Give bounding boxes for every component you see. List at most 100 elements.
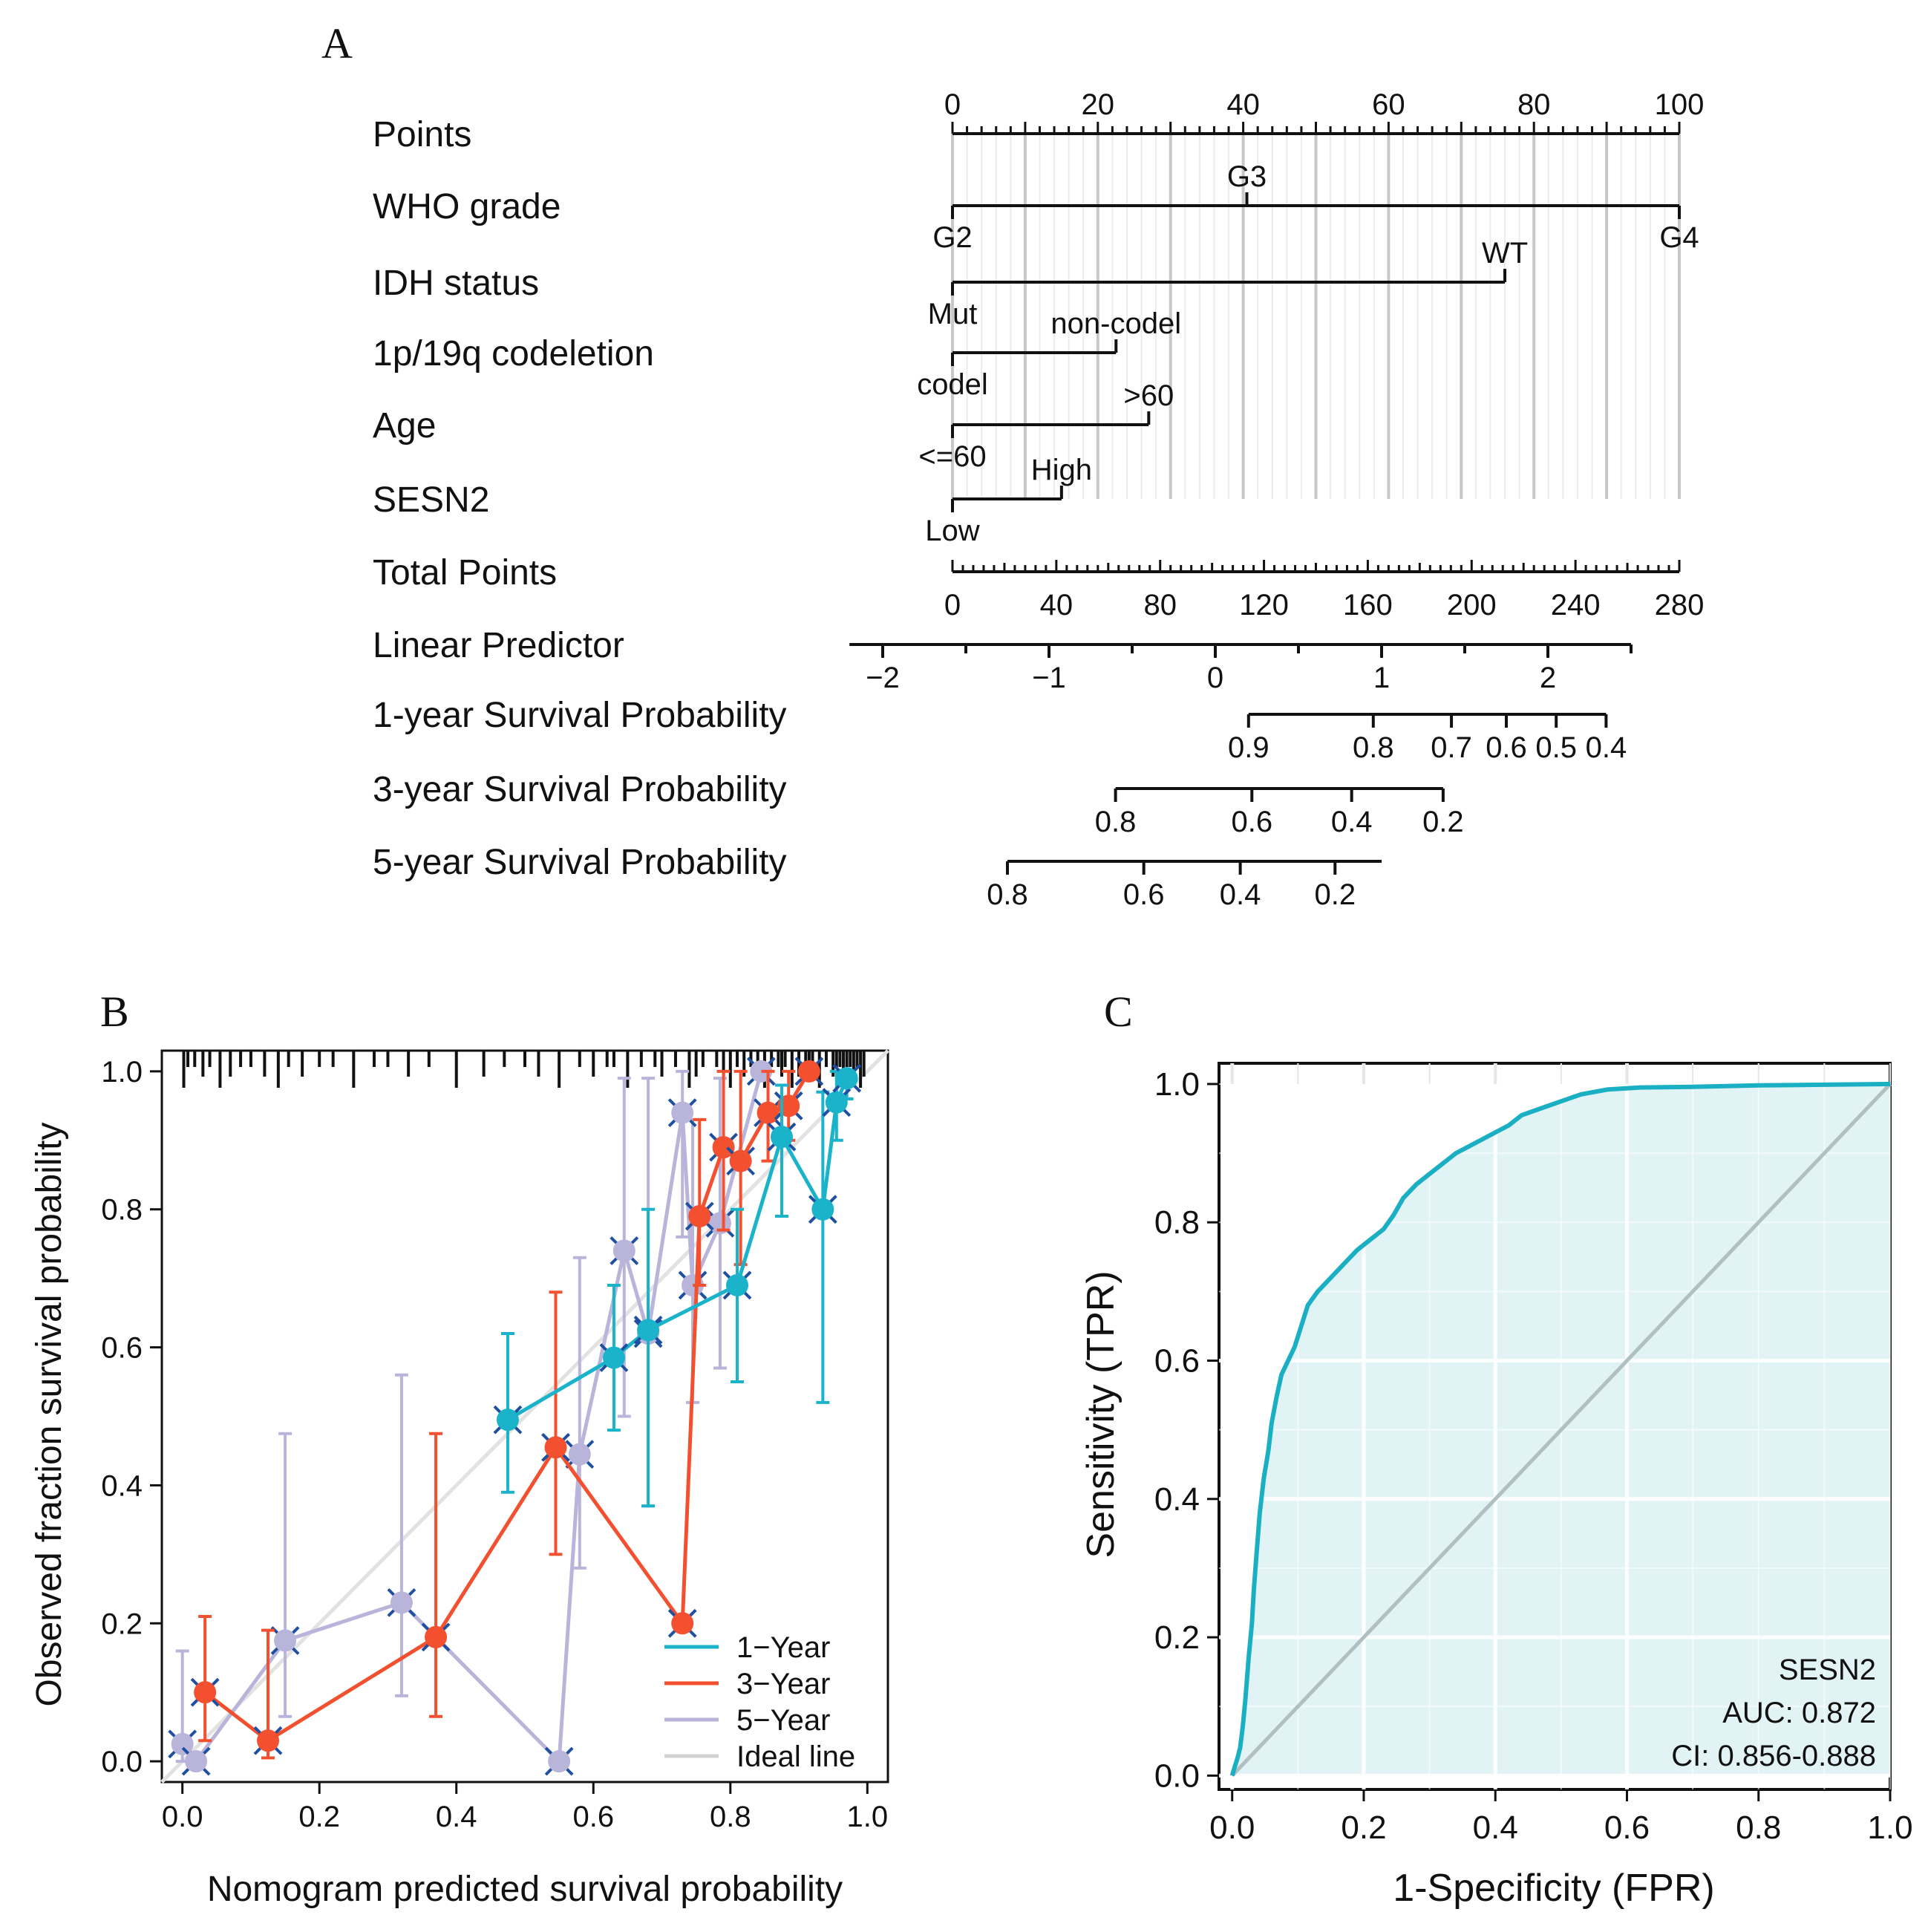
surv3-tick-label: 0.2 (1422, 806, 1464, 838)
idh_status-label: WT (1482, 237, 1528, 270)
y-tick-label: 0.6 (101, 1332, 143, 1365)
points-tick-label: 100 (1655, 88, 1705, 121)
data-point (568, 1443, 591, 1466)
x-tick-label: 0.2 (298, 1801, 340, 1833)
y-tick-label: 0.4 (101, 1469, 143, 1502)
x-tick-label: 0.0 (162, 1801, 203, 1833)
x-tick-label: 0.0 (1209, 1809, 1255, 1846)
data-point (757, 1101, 780, 1124)
data-point (637, 1319, 660, 1342)
data-point (496, 1409, 519, 1432)
calibration-x-axis-title: Nomogram predicted survival probability (207, 1870, 843, 1909)
data-point (712, 1136, 735, 1159)
data-point (671, 1101, 694, 1124)
points-tick-label: 0 (944, 88, 961, 121)
age-label: <=60 (918, 440, 986, 473)
data-point (825, 1091, 848, 1114)
y-tick-label: 0.8 (1154, 1204, 1200, 1241)
y-tick-label: 0.6 (1154, 1343, 1200, 1380)
sesn2-label: Low (925, 515, 979, 547)
ideal-line (160, 1049, 889, 1783)
total-points-tick-label: 240 (1551, 589, 1601, 621)
row-label: SESN2 (373, 480, 489, 520)
legend-label: 1−Year (736, 1631, 830, 1664)
points-tick-label: 20 (1082, 88, 1115, 121)
row-label: Linear Predictor (373, 626, 624, 665)
y-tick-label: 0.8 (101, 1194, 143, 1227)
nomogram-row-labels: Points WHO grade IDH status 1p/19q codeleti… (373, 115, 787, 882)
surv5-tick-label: 0.6 (1123, 878, 1165, 911)
x-tick-label: 0.6 (572, 1801, 614, 1833)
linear-predictor-tick-label: −1 (1032, 662, 1066, 694)
panel-letter-a: A (321, 19, 353, 68)
data-point (274, 1629, 297, 1652)
data-point (729, 1149, 752, 1172)
x-tick-label: 1.0 (847, 1801, 889, 1833)
calibration-axes: 0.0 0.0 0.2 0.2 0.4 0.4 0.6 0.6 0.8 0.8 1.0 1.0 (101, 1056, 888, 1833)
panel-letter-c: C (1104, 988, 1133, 1036)
age-label: >60 (1123, 379, 1174, 412)
series-3-year (190, 1057, 824, 1760)
x-tick-label: 0.8 (710, 1801, 751, 1833)
x-tick-label: 0.4 (1473, 1809, 1518, 1846)
calibration-chart: 0.0 0.0 0.2 0.2 0.4 0.4 0.6 0.6 0.8 0.8 1.0 1.0 1−Y… (30, 1049, 889, 1909)
points-tick-label: 60 (1372, 88, 1405, 121)
roc-axes: 0.00.0 0.2 0.2 0.4 0.4 0.6 0.6 0.8 0.8 1.0 1.0 (1154, 1066, 1913, 1846)
data-point (390, 1591, 413, 1614)
roc-x-axis-title: 1-Specificity (FPR) (1393, 1867, 1714, 1910)
who_grade-label: G4 (1659, 221, 1699, 254)
legend-label: 3−Year (736, 1668, 830, 1700)
total-points-tick-label: 80 (1143, 589, 1177, 621)
row-label: 1-year Survival Probability (373, 696, 787, 735)
y-tick-label: 1.0 (101, 1056, 143, 1089)
roc-annotation-model: SESN2 (1779, 1654, 1876, 1686)
data-point (811, 1198, 834, 1221)
calibration-y-axis-title: Observed fraction survival probability (30, 1122, 69, 1706)
surv5-tick-label: 0.4 (1220, 878, 1261, 911)
sesn2-label: High (1031, 454, 1092, 486)
linear-predictor-tick-label: 2 (1540, 662, 1556, 694)
total-points-tick-label: 120 (1239, 589, 1289, 621)
data-point (602, 1346, 625, 1369)
linear-predictor-tick-label: 1 (1373, 662, 1390, 694)
x-tick-label: 0.2 (1341, 1809, 1386, 1846)
row-label: Age (373, 406, 436, 446)
data-point (797, 1060, 820, 1083)
y-tick-label: 0.2 (1154, 1619, 1200, 1656)
surv1-tick-label: 0.4 (1586, 731, 1627, 764)
codeletion-label: codel (917, 368, 988, 401)
total-points-tick-label: 280 (1655, 589, 1705, 621)
data-point (544, 1436, 567, 1459)
data-point (726, 1273, 749, 1296)
who_grade-label: G2 (932, 221, 972, 254)
row-label: WHO grade (373, 187, 561, 226)
data-point (835, 1067, 858, 1090)
y-tick-label: 0.0 (101, 1746, 143, 1778)
row-label: 1p/19q codeletion (373, 334, 654, 373)
surv3-tick-label: 0.8 (1095, 806, 1137, 838)
data-point (770, 1126, 793, 1149)
surv1-tick-label: 0.8 (1353, 731, 1394, 764)
series-1-year (493, 1063, 862, 1508)
legend-label: 5−Year (736, 1704, 830, 1737)
data-point (612, 1239, 635, 1262)
calibration-content (160, 1049, 889, 1783)
roc-curve (1229, 1081, 1891, 1777)
total-points-tick-label: 200 (1447, 589, 1497, 621)
who_grade-label: G3 (1227, 160, 1267, 193)
data-point (425, 1625, 448, 1648)
points-tick-label: 80 (1517, 88, 1551, 121)
linear-predictor-tick-label: −2 (866, 662, 900, 694)
surv3-tick-label: 0.6 (1231, 806, 1272, 838)
x-tick-label: 0.4 (436, 1801, 477, 1833)
roc-chart: 0.00.0 0.2 0.2 0.4 0.4 0.6 0.6 0.8 0.8 1.0 1.0 1-S… (1079, 1062, 1913, 1910)
x-tick-label: 0.8 (1736, 1809, 1781, 1846)
total-points-tick-label: 0 (944, 589, 961, 621)
data-point (671, 1612, 694, 1635)
data-point (548, 1750, 571, 1773)
x-tick-label: 0.6 (1604, 1809, 1650, 1846)
row-label: Points (373, 115, 471, 154)
idh_status-label: Mut (928, 298, 978, 330)
linear-predictor-tick-label: 0 (1207, 662, 1223, 694)
